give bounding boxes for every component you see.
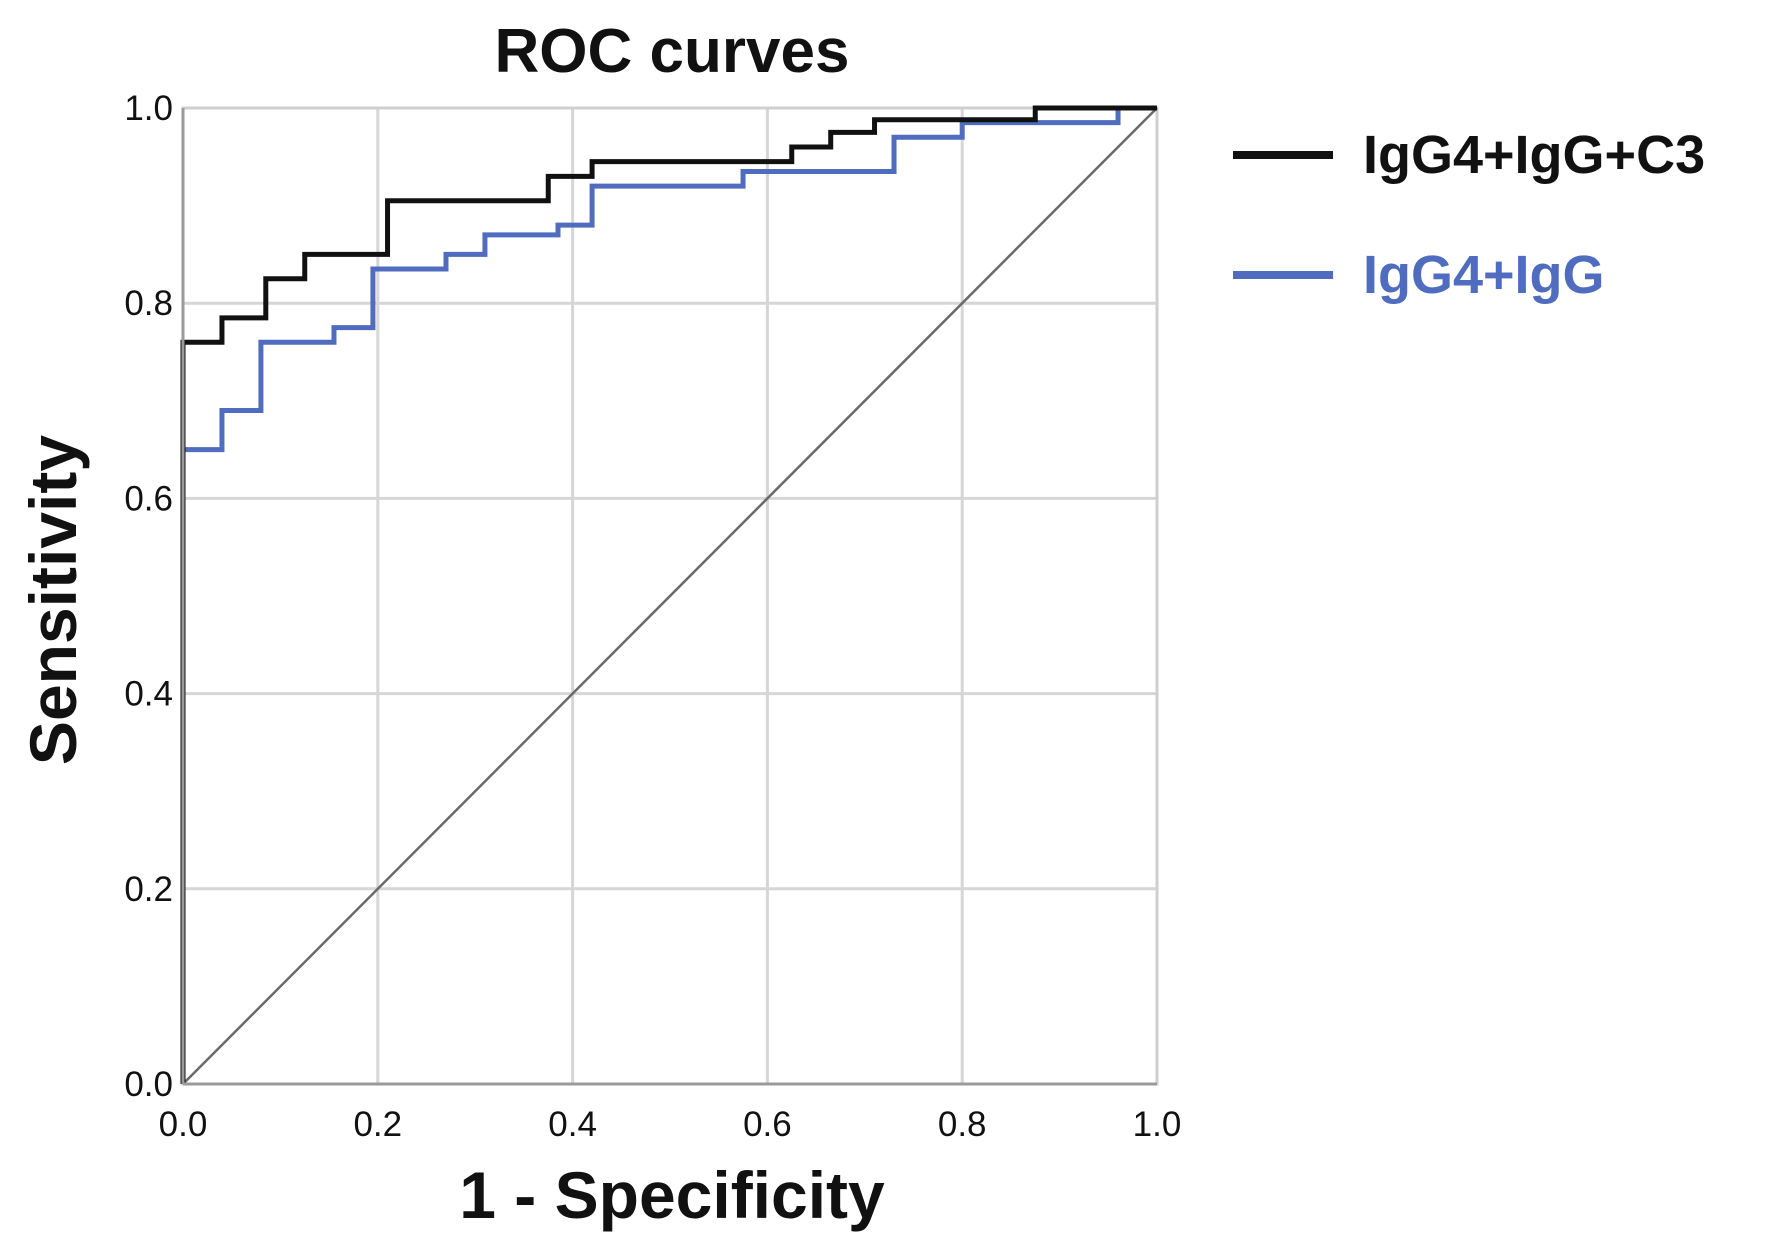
x-tick-label: 1.0 bbox=[1133, 1105, 1182, 1144]
x-tick-labels: 0.0 0.2 0.4 0.6 0.8 1.0 bbox=[159, 1105, 1182, 1144]
legend: IgG4+IgG+C3 IgG4+IgG bbox=[1233, 125, 1705, 305]
y-tick-label: 0.6 bbox=[124, 479, 173, 518]
x-axis-label: 1 - Specificity bbox=[459, 1158, 885, 1232]
y-tick-label: 0.0 bbox=[124, 1065, 173, 1104]
y-axis-label: Sensitivity bbox=[16, 435, 90, 765]
legend-label: IgG4+IgG bbox=[1363, 245, 1605, 305]
series-lines bbox=[180, 105, 1157, 1084]
x-tick-label: 0.8 bbox=[938, 1105, 987, 1144]
y-tick-labels: 0.0 0.2 0.4 0.6 0.8 1.0 bbox=[124, 89, 173, 1104]
y-tick-label: 0.8 bbox=[124, 284, 173, 323]
legend-label: IgG4+IgG+C3 bbox=[1363, 125, 1705, 185]
reference-line bbox=[182, 107, 1158, 1085]
x-tick-label: 0.4 bbox=[548, 1105, 597, 1144]
x-tick-label: 0.0 bbox=[159, 1105, 208, 1144]
y-tick-label: 1.0 bbox=[124, 89, 173, 128]
x-tick-label: 0.2 bbox=[353, 1105, 402, 1144]
series-line-igg4-igg-c3 bbox=[180, 105, 1157, 1084]
y-tick-label: 0.4 bbox=[124, 675, 173, 714]
chart-title: ROC curves bbox=[495, 17, 850, 86]
series-line-igg4-igg bbox=[180, 105, 1157, 1084]
x-tick-label: 0.6 bbox=[743, 1105, 792, 1144]
y-tick-label: 0.2 bbox=[124, 870, 173, 909]
